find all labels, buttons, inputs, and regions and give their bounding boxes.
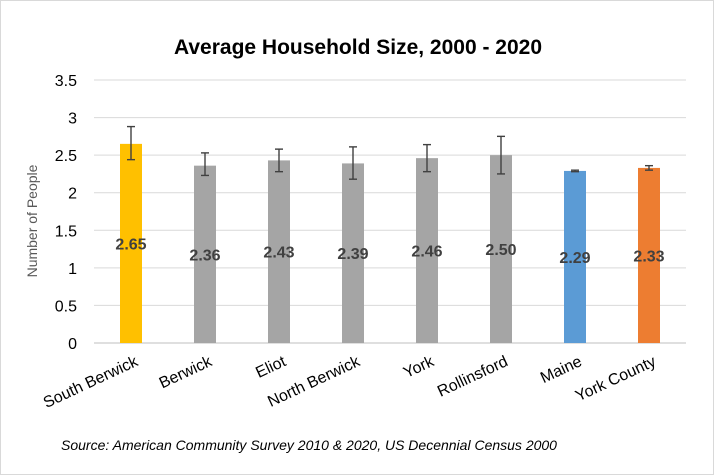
data-label: 2.50 (485, 242, 516, 259)
error-bar (349, 146, 357, 180)
bars (120, 143, 660, 343)
y-tick-label: 2 (68, 186, 77, 203)
error-bar (497, 135, 505, 175)
error-bar (645, 164, 653, 171)
error-bar (423, 143, 431, 173)
gridlines (94, 79, 686, 344)
x-tick-label: Maine (538, 353, 585, 387)
error-bar (127, 125, 135, 161)
bar (564, 170, 586, 343)
bar (342, 163, 364, 343)
data-label: 2.39 (337, 246, 368, 263)
data-labels: 2.65 2.36 2.43 2.39 2.46 2.50 2.29 2.33 (115, 236, 664, 267)
x-tick-label: South Berwick (41, 353, 142, 412)
bar (490, 155, 512, 343)
y-tick-label: 2.5 (55, 148, 77, 165)
data-label: 2.65 (115, 236, 146, 253)
source-note: Source: American Community Survey 2010 &… (61, 437, 557, 453)
y-axis-ticks: 0 0.5 1 1.5 2 2.5 3 3.5 (55, 73, 77, 353)
y-axis-label: Number of People (24, 164, 40, 277)
x-tick-label: Rollinsford (435, 353, 511, 400)
chart-title: Average Household Size, 2000 - 2020 (174, 36, 542, 59)
error-bars (127, 125, 653, 180)
y-tick-label: 0 (68, 336, 77, 353)
data-label: 2.43 (263, 245, 294, 262)
x-tick-label: York County (573, 353, 659, 405)
bar (268, 160, 290, 343)
bar (120, 143, 142, 343)
data-label: 2.36 (189, 247, 220, 264)
bar (194, 165, 216, 343)
bar (638, 167, 660, 343)
bar (416, 158, 438, 343)
x-tick-label: York (401, 353, 438, 382)
error-bar (571, 169, 579, 173)
y-tick-label: 3 (68, 111, 77, 128)
y-tick-label: 0.5 (55, 298, 77, 315)
x-tick-label: Berwick (157, 353, 216, 392)
y-tick-label: 1 (68, 261, 77, 278)
data-label: 2.46 (411, 244, 442, 261)
y-tick-label: 1.5 (55, 223, 77, 240)
error-bar (201, 152, 209, 177)
error-bar (275, 148, 283, 173)
x-tick-label: Eliot (253, 353, 289, 382)
y-tick-label: 3.5 (55, 73, 77, 90)
data-label: 2.29 (559, 250, 590, 267)
data-label: 2.33 (633, 248, 664, 265)
